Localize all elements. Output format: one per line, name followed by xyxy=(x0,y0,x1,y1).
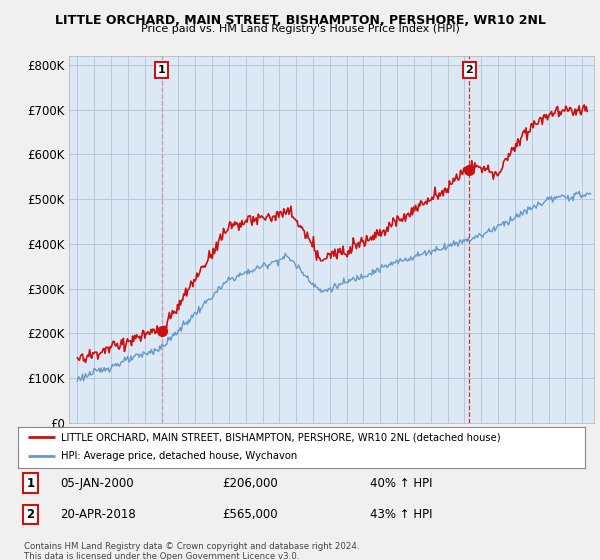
Text: £565,000: £565,000 xyxy=(222,508,278,521)
Text: LITTLE ORCHARD, MAIN STREET, BISHAMPTON, PERSHORE, WR10 2NL: LITTLE ORCHARD, MAIN STREET, BISHAMPTON,… xyxy=(55,14,545,27)
Text: 05-JAN-2000: 05-JAN-2000 xyxy=(61,477,134,489)
Text: Contains HM Land Registry data © Crown copyright and database right 2024.
This d: Contains HM Land Registry data © Crown c… xyxy=(24,542,359,560)
Text: 1: 1 xyxy=(26,477,35,489)
Text: 40% ↑ HPI: 40% ↑ HPI xyxy=(370,477,432,489)
Text: HPI: Average price, detached house, Wychavon: HPI: Average price, detached house, Wych… xyxy=(61,451,297,461)
Text: 2: 2 xyxy=(466,65,473,75)
Text: £206,000: £206,000 xyxy=(222,477,278,489)
Text: 43% ↑ HPI: 43% ↑ HPI xyxy=(370,508,432,521)
Text: 20-APR-2018: 20-APR-2018 xyxy=(61,508,136,521)
Text: 2: 2 xyxy=(26,508,35,521)
Text: LITTLE ORCHARD, MAIN STREET, BISHAMPTON, PERSHORE, WR10 2NL (detached house): LITTLE ORCHARD, MAIN STREET, BISHAMPTON,… xyxy=(61,432,500,442)
Text: Price paid vs. HM Land Registry's House Price Index (HPI): Price paid vs. HM Land Registry's House … xyxy=(140,24,460,34)
Text: 1: 1 xyxy=(158,65,166,75)
